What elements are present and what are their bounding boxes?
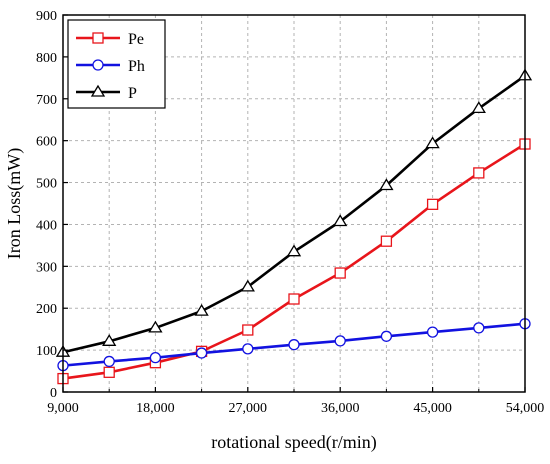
y-tick-label: 800: [36, 51, 57, 66]
x-tick-label: 45,000: [413, 401, 452, 416]
data-point-ph: [473, 322, 485, 334]
data-point-pe: [426, 198, 439, 210]
legend-label: P: [128, 85, 137, 102]
data-point-pe: [334, 267, 346, 279]
legend-marker: [90, 84, 106, 97]
x-tick-label: 18,000: [136, 401, 175, 416]
data-point-pe: [288, 293, 300, 305]
data-point-p: [379, 178, 394, 191]
y-tick-label: 100: [36, 344, 57, 359]
data-point-p: [471, 101, 486, 114]
data-point-pe: [242, 324, 254, 336]
data-point-ph: [103, 355, 115, 368]
data-point-p: [425, 136, 440, 149]
y-tick-label: 600: [36, 135, 57, 150]
legend-label: Ph: [128, 58, 145, 75]
legend-marker: [92, 59, 104, 71]
x-tick-label: 27,000: [229, 401, 268, 416]
data-point-p: [194, 303, 209, 316]
x-axis-title: rotational speed(r/min): [211, 432, 376, 453]
data-point-ph: [334, 335, 346, 347]
data-point-p: [333, 214, 348, 227]
legend-item-pe: Pe: [76, 31, 144, 48]
x-tick-label: 9,000: [47, 401, 79, 416]
data-point-p: [148, 320, 163, 333]
data-point-pe: [380, 235, 393, 247]
legend-item-ph: Ph: [76, 58, 145, 75]
legend-marker: [92, 32, 104, 44]
legend-item-p: P: [76, 84, 137, 102]
data-point-ph: [149, 352, 162, 364]
x-tick-label: 54,000: [506, 401, 545, 416]
legend-label: Pe: [128, 31, 144, 48]
y-tick-label: 200: [36, 302, 57, 317]
y-tick-label: 300: [36, 260, 57, 275]
data-point-ph: [380, 330, 393, 342]
data-point-p: [286, 244, 302, 257]
y-tick-label: 900: [36, 9, 57, 24]
data-point-ph: [242, 343, 254, 355]
data-point-ph: [288, 339, 300, 351]
data-point-pe: [103, 366, 115, 378]
y-tick-label: 500: [36, 177, 57, 192]
data-point-ph: [195, 347, 208, 359]
x-tick-label: 36,000: [321, 401, 360, 416]
y-tick-label: 400: [36, 218, 57, 233]
axis-ticks: 0 100 200 300 400 500 600 700 800 900 9,000 18,000 2…: [36, 9, 544, 416]
data-point-p: [240, 279, 255, 292]
data-point-pe: [473, 167, 485, 179]
y-axis-title: Iron Loss(mW): [4, 148, 25, 259]
legend: Pe Ph P: [67, 19, 166, 109]
data-point-ph: [426, 326, 439, 338]
data-point-p: [102, 334, 117, 346]
y-tick-label: 0: [50, 386, 57, 401]
y-tick-label: 700: [36, 93, 57, 108]
